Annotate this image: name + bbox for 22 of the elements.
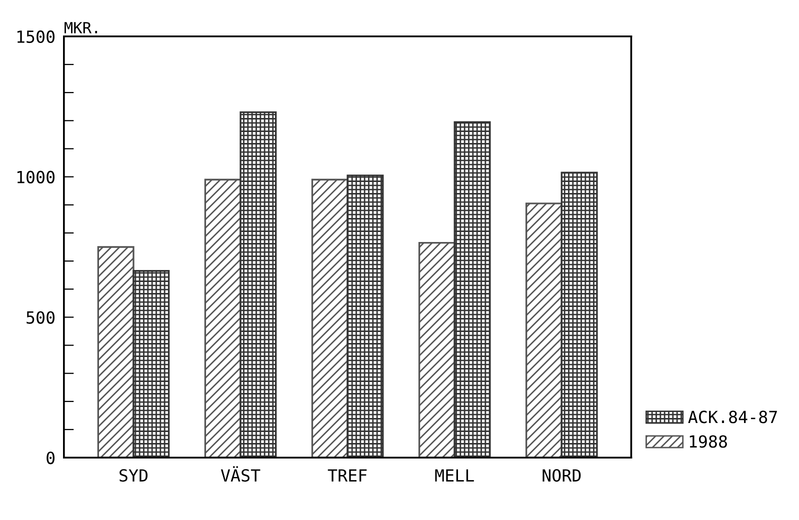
bar	[132, 270, 170, 458]
y-tick-label: 1500	[17, 30, 55, 44]
bar	[97, 246, 134, 458]
x-tick-label: MELL	[435, 469, 474, 482]
bar	[560, 172, 598, 458]
legend-label: 1988	[690, 435, 727, 448]
bar	[454, 121, 491, 458]
x-tick-label: TREF	[328, 469, 367, 482]
y-tick-label: 500	[26, 311, 55, 324]
bar	[525, 202, 562, 458]
y-axis-title: MKR.	[64, 22, 98, 34]
x-tick-label: NORD	[542, 469, 581, 482]
bar	[204, 178, 242, 458]
bar	[311, 178, 348, 458]
y-tick-label: 0	[46, 452, 55, 464]
x-tick-label: VÄST	[220, 466, 260, 482]
bar	[346, 174, 384, 458]
legend-label: ACK.84-87	[688, 410, 777, 424]
bar	[418, 242, 456, 458]
bar	[240, 111, 277, 458]
x-tick-label: SYD	[120, 469, 148, 482]
y-tick-label: 1000	[17, 170, 55, 184]
